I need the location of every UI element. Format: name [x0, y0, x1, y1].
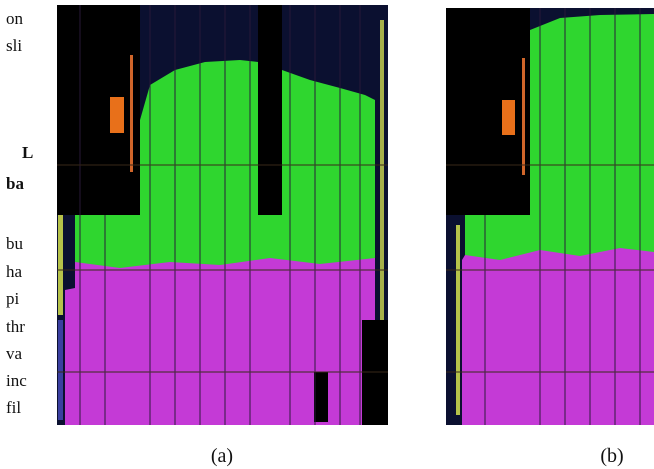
text-line: inc: [6, 371, 27, 390]
heading-line: ba: [6, 174, 24, 193]
floorplan-a: [57, 5, 388, 425]
text-line: sli: [6, 36, 22, 55]
magenta-region: [462, 248, 654, 425]
edge-strip: [456, 225, 460, 415]
text-line: fil: [6, 398, 21, 417]
edge-strip: [58, 215, 63, 315]
text-line: thr: [6, 317, 25, 336]
page: on sli L ba bu ha pi thr va inc fil: [0, 0, 654, 469]
orange-block: [110, 97, 124, 133]
edge-strip: [58, 320, 63, 420]
figure-caption: (b): [600, 445, 623, 467]
black-block: [258, 5, 282, 215]
text-line: pi: [6, 289, 20, 308]
black-block: [57, 5, 140, 215]
orange-block: [502, 100, 515, 135]
floorplan-b: [446, 8, 654, 425]
text-line: ha: [6, 262, 23, 281]
black-block: [446, 8, 530, 215]
text-line: on: [6, 9, 24, 28]
heading-line: L: [22, 143, 33, 162]
text-line: bu: [6, 234, 24, 253]
left-text-column: on sli L ba bu ha pi thr va inc fil: [6, 9, 33, 417]
edge-strip: [380, 20, 384, 320]
black-block: [314, 372, 328, 422]
orange-line: [130, 55, 133, 172]
figure-caption: (a): [211, 445, 233, 467]
magenta-region: [65, 258, 375, 425]
orange-line: [522, 58, 525, 175]
text-line: va: [6, 344, 23, 363]
